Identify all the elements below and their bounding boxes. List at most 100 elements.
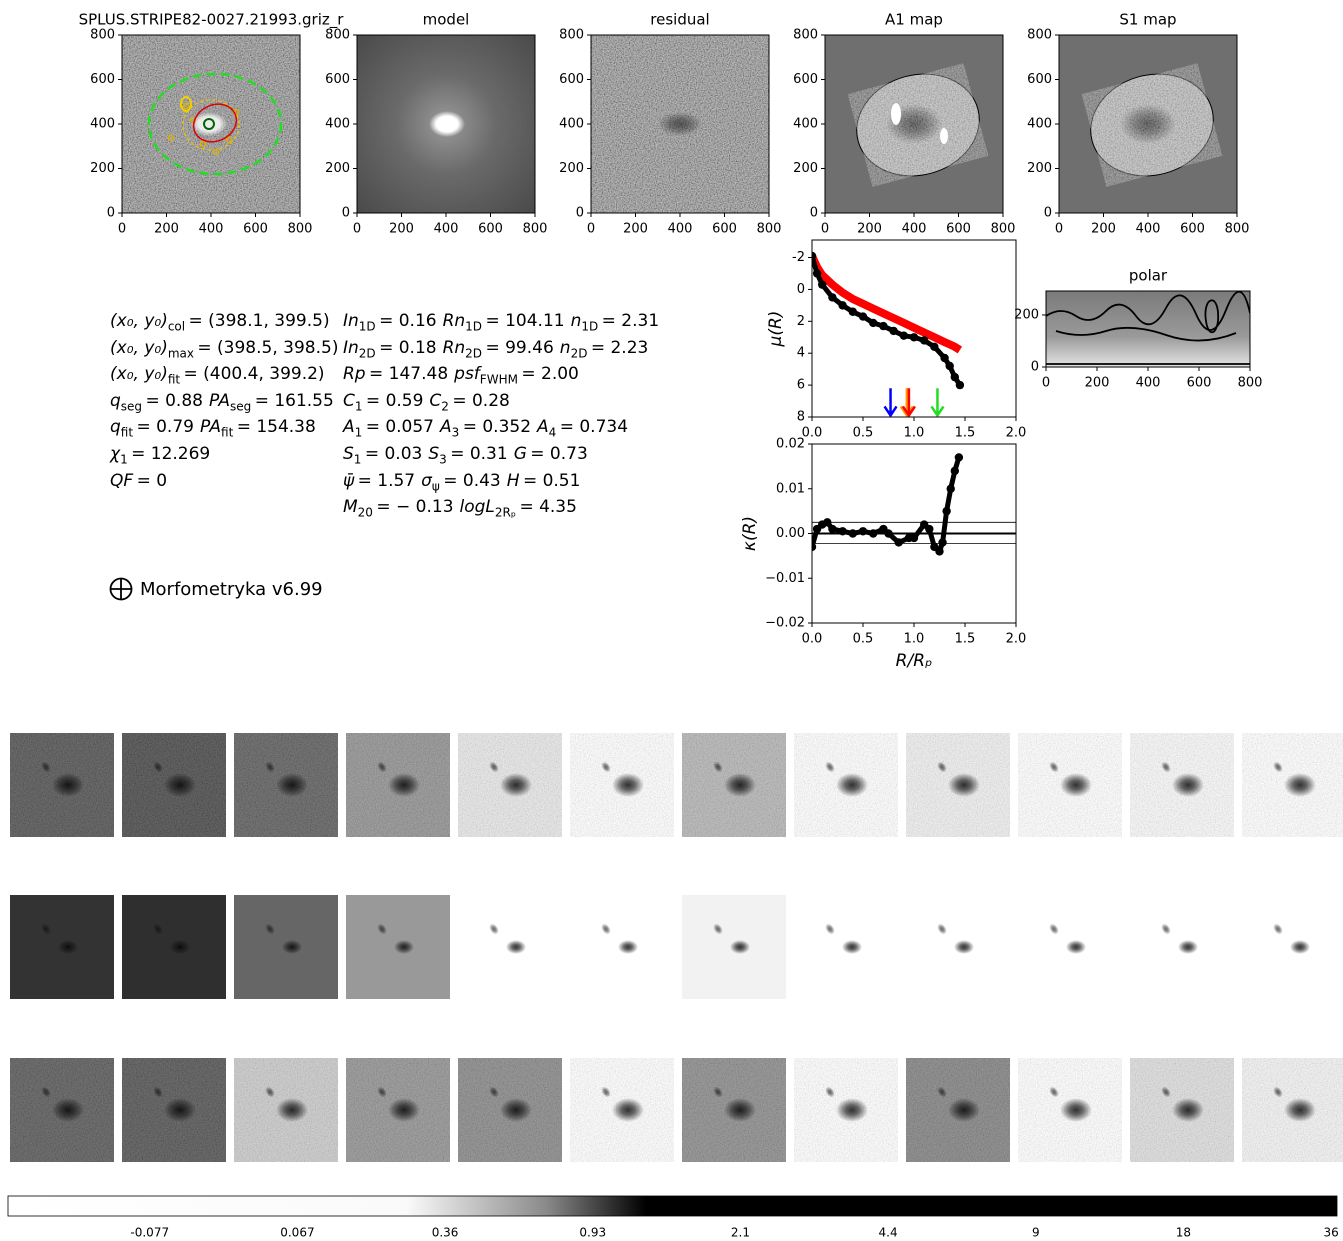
parameter-value: = (400.4, 399.2) [183, 364, 325, 385]
chart-title: A1 map [885, 11, 943, 29]
y-tick-label: 800 [559, 28, 584, 43]
segmentation [182, 99, 240, 151]
data-point [828, 293, 837, 302]
data-point [848, 307, 857, 316]
parameter-subscript: 2 [441, 399, 449, 414]
data-point [955, 380, 965, 390]
plot-area [1059, 35, 1237, 213]
thumbnail-companion [265, 761, 275, 773]
x-tick-label: 0 [1055, 222, 1063, 237]
thumbnail-companion [377, 761, 387, 773]
thumbnail-core [842, 940, 862, 954]
x-tick-label: 0 [1042, 376, 1050, 391]
plot-area [357, 35, 535, 213]
parameter-symbol: psf [454, 364, 480, 385]
parameter-symbol: (x₀, y₀) [110, 311, 168, 331]
x-tick-label: 2.0 [1006, 632, 1027, 647]
thumbnail-core [836, 773, 868, 797]
thumbnail-companion [1273, 761, 1283, 773]
data-point [818, 280, 827, 289]
parameter: In2D = 0.18 [343, 338, 437, 360]
parameter-subscript: 1 [354, 425, 363, 440]
contour [225, 136, 233, 144]
thumbnail-core [836, 1098, 868, 1122]
radius-arrow [930, 388, 945, 417]
parameter: σψ = 0.43 [421, 470, 501, 493]
data-point [889, 326, 898, 336]
thumbnail-companion [41, 1086, 51, 1098]
parameter: In1D = 0.16 [343, 311, 437, 333]
parameter: A3 = 0.352 [440, 417, 532, 440]
parameter-subscript: 3 [451, 425, 460, 440]
data-point [884, 529, 893, 538]
data-point [858, 527, 868, 536]
y-tick-label: 0 [107, 206, 115, 221]
parameter-value: = (398.5, 398.5) [197, 337, 339, 358]
thumbnail-core [506, 940, 526, 954]
parameter-symbol: σ [421, 470, 432, 491]
parameter-subscript: fit [120, 425, 134, 440]
data-point [909, 333, 919, 342]
colorbar-tick-label: 0.067 [280, 1226, 314, 1240]
parameter-value: = 0.057 [365, 417, 435, 438]
parameter-subscript: fit [221, 425, 234, 440]
parameter-line: A1 = 0.057 A3 = 0.352 A4 = 0.734 [343, 417, 634, 439]
thumbnail-companion [1049, 761, 1059, 773]
parameter-value: = 2.31 [601, 311, 660, 331]
x-tick-label: 400 [668, 222, 693, 237]
y-tick-label: 600 [793, 72, 818, 87]
parameter: (x₀, y₀)fit = (400.4, 399.2) [110, 364, 325, 386]
thumbnail-core [388, 1098, 420, 1122]
radius-arrow [883, 388, 898, 417]
thumbnail-companion [713, 761, 723, 773]
thumbnail-companion [1161, 1086, 1171, 1098]
y-tick-label: 2 [797, 314, 805, 329]
x-tick-label: 1.5 [955, 426, 976, 441]
parameter-symbol: n [559, 337, 571, 358]
galaxy [191, 112, 227, 136]
parameter-value: = 0.16 [379, 311, 437, 331]
parameter-symbol: logL [459, 497, 495, 518]
x-tick-label: 200 [389, 222, 414, 237]
thumbnail-companion [601, 761, 611, 773]
parameter-symbol: H [506, 470, 520, 491]
colorbar-tick-label: 4.4 [879, 1226, 898, 1240]
colorbar-tick-label: 18 [1176, 1226, 1191, 1240]
parameter-value: = 161.55 [254, 390, 334, 411]
parameter: Rn1D = 104.11 [443, 311, 565, 333]
parameter-value: = 12.269 [131, 444, 211, 464]
parameter-subscript: 2D [570, 345, 588, 360]
thumbnail-core [724, 1098, 756, 1122]
thumbnail-companion [713, 923, 723, 935]
data-point [823, 518, 832, 527]
parameter-subscript: seg [120, 399, 143, 414]
y-tick-label: 200 [559, 161, 584, 176]
parameter: M20 = − 0.13 [343, 497, 454, 519]
parameter-symbol: PA [208, 390, 231, 411]
y-tick-label: 400 [559, 117, 584, 132]
thumbnail-companion [377, 923, 387, 935]
thumbnail-companion [937, 923, 947, 935]
y-tick-label: 0 [797, 282, 805, 297]
data-point [909, 533, 919, 543]
x-tick-label: 800 [523, 222, 548, 237]
x-tick-label: 0 [821, 222, 829, 237]
contour [199, 140, 207, 148]
y-tick-label: 0 [342, 206, 350, 221]
x-tick-label: 200 [154, 222, 179, 237]
plot-area [122, 35, 300, 213]
y-tick-label: 0 [1044, 206, 1052, 221]
parameter-value: = 99.46 [485, 337, 554, 358]
map-bright [940, 128, 948, 144]
x-tick-label: 1.0 [904, 632, 925, 647]
x-tick-label: 1.5 [955, 632, 976, 647]
parameter-value: = 0.352 [462, 417, 532, 438]
data-point [930, 342, 939, 352]
thumbnail-core [276, 1098, 308, 1122]
chart-title: model [423, 11, 470, 29]
x-tick-label: 800 [991, 222, 1016, 237]
y-tick-label: 6 [797, 378, 805, 393]
x-tick-label: 200 [1085, 376, 1110, 391]
data-point [858, 312, 868, 321]
